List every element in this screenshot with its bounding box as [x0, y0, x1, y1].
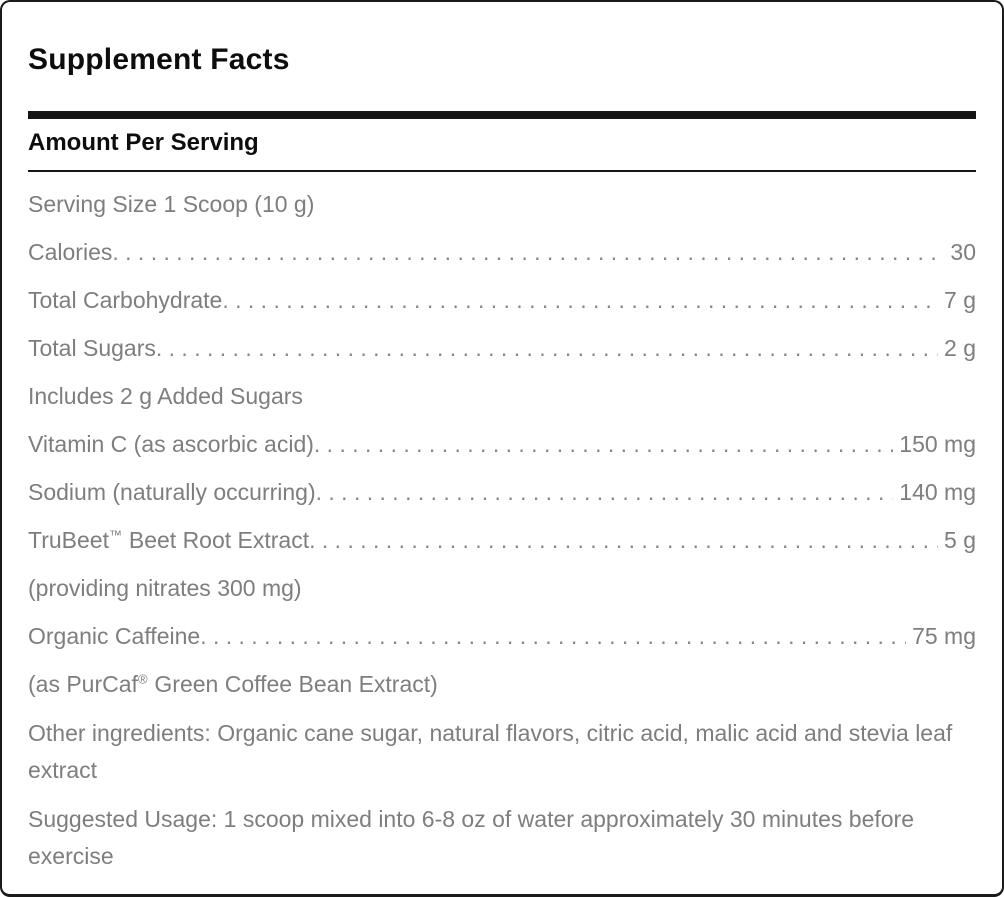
thick-divider	[28, 111, 976, 119]
facts-row: Serving Size 1 Scoop (10 g)	[28, 180, 976, 228]
facts-row: Sodium (naturally occurring) . . . . . .…	[28, 468, 976, 516]
dot-leader	[314, 180, 970, 228]
trademark-symbol: ®	[137, 671, 149, 687]
facts-row: Total Carbohydrate . . . . . . . . . . .…	[28, 276, 976, 324]
nutrient-label: Vitamin C (as ascorbic acid)	[28, 431, 314, 457]
nutrient-label: Calories	[28, 239, 113, 265]
facts-row: Includes 2 g Added Sugars	[28, 372, 976, 420]
dot-leader	[438, 660, 970, 708]
nutrient-value: 5 g	[944, 527, 976, 553]
nutrient-label: Includes 2 g Added Sugars	[28, 383, 303, 409]
nutrient-label: (providing nitrates 300 mg)	[28, 575, 302, 601]
nutrient-value: 150 mg	[899, 431, 976, 457]
facts-row: Total Sugars . . . . . . . . . . . . . .…	[28, 324, 976, 372]
dot-leader: . . . . . . . . . . . . . . . . . . . . …	[112, 239, 944, 265]
facts-row: TruBeet™ Beet Root Extract . . . . . . .…	[28, 516, 976, 564]
facts-row: Organic Caffeine . . . . . . . . . . . .…	[28, 612, 976, 660]
nutrient-value: 75 mg	[912, 623, 976, 649]
dot-leader: . . . . . . . . . . . . . . . . . . . . …	[313, 431, 893, 457]
nutrient-label: (as PurCaf® Green Coffee Bean Extract)	[28, 671, 438, 697]
nutrient-value: 30	[950, 239, 976, 265]
nutrient-label: Total Carbohydrate	[28, 287, 223, 313]
dot-leader: . . . . . . . . . . . . . . . . . . . . …	[309, 527, 938, 553]
info-paragraph: Suggested Usage: 1 scoop mixed into 6-8 …	[28, 806, 914, 869]
nutrient-label: Organic Caffeine	[28, 623, 201, 649]
facts-row: (as PurCaf® Green Coffee Bean Extract)	[28, 660, 976, 708]
trademark-symbol: ™	[108, 527, 123, 543]
dot-leader: . . . . . . . . . . . . . . . . . . . . …	[222, 287, 938, 313]
dot-leader: . . . . . . . . . . . . . . . . . . . . …	[200, 623, 906, 649]
amount-per-serving-header: Amount Per Serving	[28, 129, 259, 156]
facts-row: Calories . . . . . . . . . . . . . . . .…	[28, 228, 976, 276]
nutrient-value: 140 mg	[899, 479, 976, 505]
nutrient-value: 2 g	[944, 335, 976, 361]
dot-leader: . . . . . . . . . . . . . . . . . . . . …	[155, 335, 938, 361]
nutrient-label: Total Sugars	[28, 335, 156, 361]
info-paragraphs: Other ingredients: Organic cane sugar, n…	[28, 715, 976, 875]
nutrient-label: Serving Size 1 Scoop (10 g)	[28, 191, 315, 217]
dot-leader: . . . . . . . . . . . . . . . . . . . . …	[315, 479, 894, 505]
facts-row: Vitamin C (as ascorbic acid) . . . . . .…	[28, 420, 976, 468]
panel-title: Supplement Facts	[28, 43, 290, 76]
nutrient-label: Sodium (naturally occurring)	[28, 479, 316, 505]
dot-leader	[303, 372, 970, 420]
info-paragraph: Other ingredients: Organic cane sugar, n…	[28, 720, 953, 783]
nutrient-label: TruBeet™ Beet Root Extract	[28, 527, 310, 553]
nutrient-value: 7 g	[944, 287, 976, 313]
facts-row: (providing nitrates 300 mg)	[28, 564, 976, 612]
dot-leader	[302, 564, 970, 612]
facts-rows: Serving Size 1 Scoop (10 g) Calories . .…	[28, 180, 976, 708]
thin-divider	[28, 170, 976, 172]
